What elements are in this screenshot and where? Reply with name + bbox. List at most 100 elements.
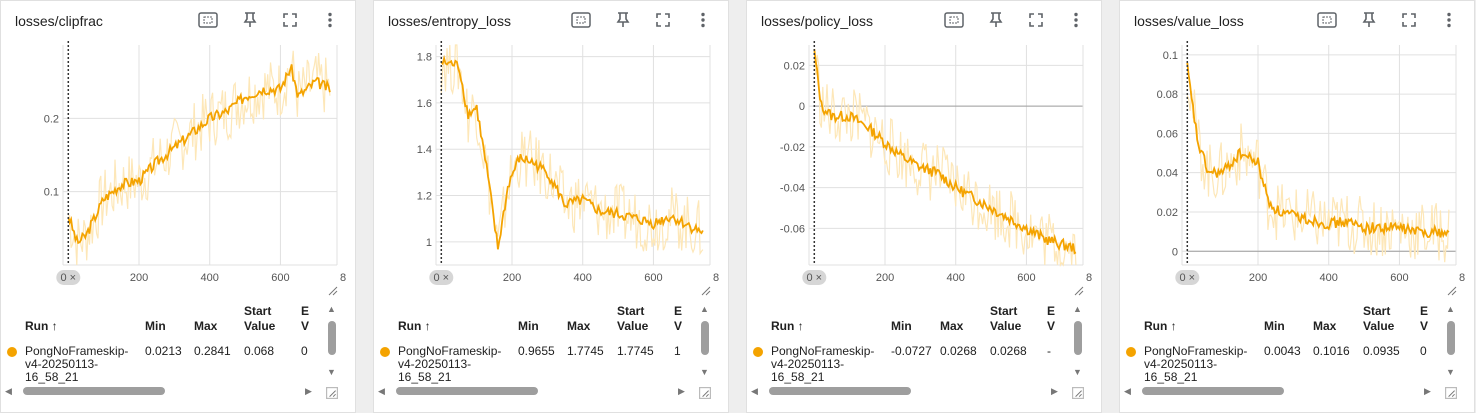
more-vert-icon[interactable] xyxy=(1438,9,1460,31)
col-header-start-value[interactable]: Start Value xyxy=(244,304,276,333)
scroll-right-icon[interactable]: ▶ xyxy=(1051,386,1058,396)
line-chart[interactable]: 200 400 600 8 0.02 0 -0.02 -0.04 -0.06 0 × xyxy=(747,41,1103,291)
data-selection-icon[interactable] xyxy=(197,9,219,31)
y-tick-label: -0.04 xyxy=(780,183,805,195)
resize-handle-icon[interactable] xyxy=(1074,286,1084,296)
col-header-run[interactable]: Run ↑ xyxy=(25,319,58,333)
resize-handle-icon[interactable] xyxy=(328,286,338,296)
run-color-dot[interactable] xyxy=(1126,347,1136,357)
chart-card-4: losses/value_loss 200 400 600 8 0.1 0.08 0.06 0… xyxy=(1119,0,1475,413)
resize-handle-icon[interactable] xyxy=(701,286,711,296)
vertical-scrollbar-thumb[interactable] xyxy=(1074,321,1082,355)
scroll-up-icon[interactable]: ▲ xyxy=(700,304,709,314)
scroll-down-icon[interactable]: ▼ xyxy=(1073,367,1082,377)
y-tick-label: -0.02 xyxy=(780,142,805,154)
min-cell: -0.0727 xyxy=(891,344,932,358)
scroll-down-icon[interactable]: ▼ xyxy=(1446,367,1455,377)
step-marker-chip[interactable]: 0 × xyxy=(429,270,454,285)
scroll-left-icon[interactable]: ◀ xyxy=(1124,386,1131,396)
table-resize-icon[interactable] xyxy=(1445,387,1457,399)
x-tick-label: 8 xyxy=(1086,272,1092,284)
scroll-right-icon[interactable]: ▶ xyxy=(305,386,312,396)
scroll-left-icon[interactable]: ◀ xyxy=(5,386,12,396)
table-resize-icon[interactable] xyxy=(699,387,711,399)
horizontal-scrollbar-thumb[interactable] xyxy=(769,387,911,395)
col-header-min[interactable]: Min xyxy=(145,319,166,333)
y-tick-label: 0 xyxy=(799,101,805,113)
start-value-cell: 0.068 xyxy=(244,344,275,358)
col-header-max[interactable]: Max xyxy=(940,319,964,333)
more-vert-icon[interactable] xyxy=(692,9,714,31)
col-header-extra[interactable]: E V xyxy=(1047,304,1056,333)
scroll-left-icon[interactable]: ◀ xyxy=(378,386,385,396)
scroll-left-icon[interactable]: ◀ xyxy=(751,386,758,396)
step-marker-chip[interactable]: 0 × xyxy=(56,270,81,285)
run-color-dot[interactable] xyxy=(7,347,17,357)
scroll-down-icon[interactable]: ▼ xyxy=(700,367,709,377)
col-header-run[interactable]: Run ↑ xyxy=(771,319,804,333)
data-selection-icon[interactable] xyxy=(1316,9,1338,31)
more-vert-icon[interactable] xyxy=(319,9,341,31)
col-header-min[interactable]: Min xyxy=(518,319,539,333)
col-header-start-value[interactable]: Start Value xyxy=(617,304,649,333)
vertical-scrollbar-thumb[interactable] xyxy=(328,321,336,355)
table-resize-icon[interactable] xyxy=(1072,387,1084,399)
pin-icon[interactable] xyxy=(239,9,261,31)
horizontal-scrollbar-thumb[interactable] xyxy=(23,387,165,395)
scroll-up-icon[interactable]: ▲ xyxy=(1073,304,1082,314)
smoothed-series-line[interactable] xyxy=(440,54,704,250)
scroll-up-icon[interactable]: ▲ xyxy=(327,304,336,314)
col-header-extra[interactable]: E V xyxy=(301,304,310,333)
min-cell: 0.9655 xyxy=(518,344,555,358)
data-selection-icon[interactable] xyxy=(943,9,965,31)
fullscreen-icon[interactable] xyxy=(1025,9,1047,31)
scroll-up-icon[interactable]: ▲ xyxy=(1446,304,1455,314)
step-marker-chip[interactable]: 0 × xyxy=(802,270,827,285)
vertical-scrollbar-thumb[interactable] xyxy=(701,321,709,355)
col-header-min[interactable]: Min xyxy=(1264,319,1285,333)
smoothed-series-line[interactable] xyxy=(813,48,1077,255)
x-tick-label: 8 xyxy=(340,272,346,284)
run-color-dot[interactable] xyxy=(380,347,390,357)
run-color-dot[interactable] xyxy=(753,347,763,357)
smoothed-series-line[interactable] xyxy=(67,64,331,245)
col-header-max[interactable]: Max xyxy=(567,319,591,333)
fullscreen-icon[interactable] xyxy=(652,9,674,31)
scroll-right-icon[interactable]: ▶ xyxy=(1424,386,1431,396)
line-chart[interactable]: 200 400 600 8 1.8 1.6 1.4 1.2 1 0 × xyxy=(374,41,730,291)
fullscreen-icon[interactable] xyxy=(1398,9,1420,31)
horizontal-scrollbar-thumb[interactable] xyxy=(396,387,538,395)
run-name-cell: PongNoFrameskip-v4-20250113-16_58_21 xyxy=(25,345,129,384)
col-header-min[interactable]: Min xyxy=(891,319,912,333)
col-header-max[interactable]: Max xyxy=(1313,319,1337,333)
y-tick-label: 0.06 xyxy=(1157,128,1178,140)
col-header-start-value[interactable]: Start Value xyxy=(990,304,1022,333)
step-marker-label: 0 × xyxy=(1179,272,1195,284)
line-chart[interactable]: 200 400 600 8 0.1 0.08 0.06 0.04 0.02 0 0 × xyxy=(1120,41,1476,291)
data-selection-icon[interactable] xyxy=(570,9,592,31)
resize-handle-icon[interactable] xyxy=(1447,286,1457,296)
x-tick-label: 200 xyxy=(130,272,148,284)
col-header-extra[interactable]: E V xyxy=(674,304,683,333)
fullscreen-icon[interactable] xyxy=(279,9,301,31)
x-tick-label: 200 xyxy=(876,272,894,284)
col-header-run[interactable]: Run ↑ xyxy=(398,319,431,333)
col-header-run[interactable]: Run ↑ xyxy=(1144,319,1177,333)
vertical-scrollbar-thumb[interactable] xyxy=(1447,321,1455,355)
card-title: losses/value_loss xyxy=(1134,13,1244,29)
scroll-right-icon[interactable]: ▶ xyxy=(678,386,685,396)
more-vert-icon[interactable] xyxy=(1065,9,1087,31)
step-marker-chip[interactable]: 0 × xyxy=(1175,270,1200,285)
col-header-max[interactable]: Max xyxy=(194,319,218,333)
col-header-extra[interactable]: E V xyxy=(1420,304,1429,333)
smoothed-series-line[interactable] xyxy=(1186,62,1450,239)
scroll-down-icon[interactable]: ▼ xyxy=(327,367,336,377)
line-chart[interactable]: 200 400 600 8 0.2 0.1 0 × xyxy=(1,41,357,291)
col-header-start-value[interactable]: Start Value xyxy=(1363,304,1395,333)
pin-icon[interactable] xyxy=(612,9,634,31)
table-resize-icon[interactable] xyxy=(326,387,338,399)
pin-icon[interactable] xyxy=(985,9,1007,31)
horizontal-scrollbar-thumb[interactable] xyxy=(1142,387,1284,395)
pin-icon[interactable] xyxy=(1358,9,1380,31)
